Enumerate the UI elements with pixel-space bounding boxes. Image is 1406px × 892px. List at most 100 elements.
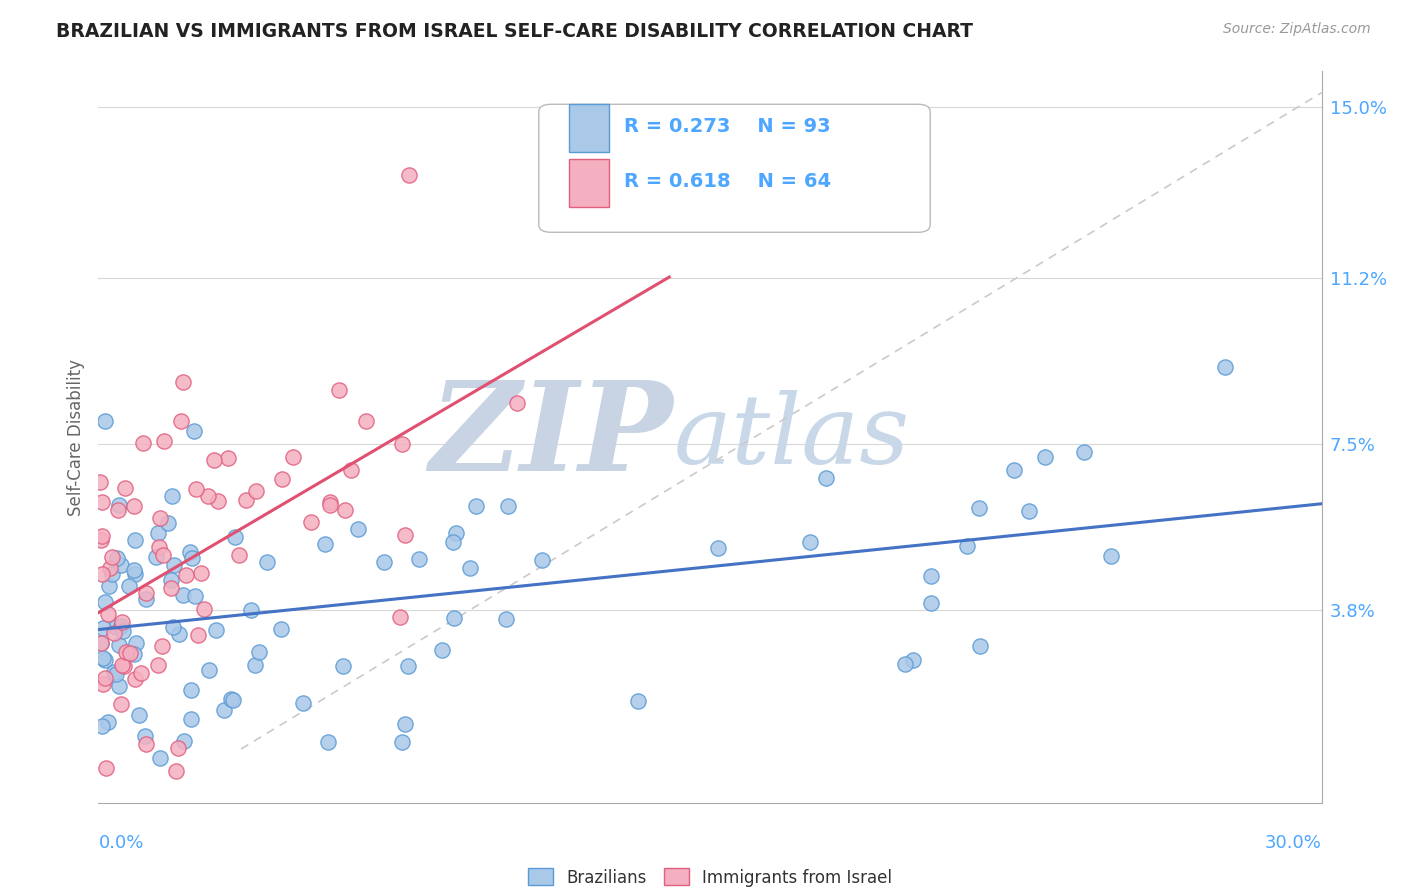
Point xyxy=(314,536,336,550)
Point xyxy=(124,567,146,582)
Point xyxy=(1018,504,1040,518)
Point xyxy=(333,503,356,517)
Point xyxy=(108,638,131,652)
Point xyxy=(1073,445,1095,459)
Point xyxy=(1002,463,1025,477)
Point xyxy=(224,530,246,544)
Text: R = 0.618    N = 64: R = 0.618 N = 64 xyxy=(624,171,831,191)
Point xyxy=(122,563,145,577)
Point xyxy=(531,552,554,566)
Text: R = 0.273    N = 93: R = 0.273 N = 93 xyxy=(624,117,831,136)
Point xyxy=(135,738,157,752)
Point xyxy=(219,691,242,706)
Point xyxy=(90,566,112,581)
Point xyxy=(172,588,194,602)
Point xyxy=(969,640,991,654)
Point xyxy=(235,492,257,507)
Point xyxy=(110,558,132,572)
FancyBboxPatch shape xyxy=(569,159,609,207)
Point xyxy=(391,437,413,451)
Point xyxy=(150,640,173,654)
Point xyxy=(160,582,183,596)
Point xyxy=(179,545,201,559)
Text: BRAZILIAN VS IMMIGRANTS FROM ISRAEL SELF-CARE DISABILITY CORRELATION CHART: BRAZILIAN VS IMMIGRANTS FROM ISRAEL SELF… xyxy=(56,22,973,41)
Point xyxy=(212,703,235,717)
Point xyxy=(149,511,172,525)
Point xyxy=(1033,450,1056,464)
Point xyxy=(90,529,112,543)
Point xyxy=(299,515,322,529)
Point xyxy=(956,539,979,553)
Point xyxy=(132,436,155,450)
Point xyxy=(184,589,207,603)
Point xyxy=(443,535,465,549)
Point xyxy=(124,500,146,514)
Point xyxy=(118,579,141,593)
Point xyxy=(115,645,138,659)
Point xyxy=(160,489,183,503)
Point xyxy=(920,569,942,583)
Point xyxy=(398,168,420,182)
Point xyxy=(173,734,195,748)
Point xyxy=(190,566,212,581)
Point xyxy=(108,679,131,693)
Point xyxy=(319,495,342,509)
Point xyxy=(408,551,430,566)
Point xyxy=(135,586,157,600)
Point xyxy=(165,764,187,779)
Point xyxy=(444,526,467,541)
Point xyxy=(176,567,198,582)
Point xyxy=(149,751,172,765)
Point xyxy=(163,558,186,573)
Point xyxy=(328,383,350,397)
Point xyxy=(228,548,250,562)
Point xyxy=(394,527,416,541)
Point xyxy=(91,650,114,665)
Point xyxy=(160,574,183,588)
Point xyxy=(97,607,120,622)
Point xyxy=(283,450,305,464)
Point xyxy=(245,658,267,673)
Point xyxy=(162,620,184,634)
Point xyxy=(394,716,416,731)
Text: Source: ZipAtlas.com: Source: ZipAtlas.com xyxy=(1223,22,1371,37)
Point xyxy=(172,376,194,390)
Text: atlas: atlas xyxy=(673,390,910,484)
Point xyxy=(170,414,193,428)
Point xyxy=(332,658,354,673)
Point xyxy=(111,624,134,638)
Point xyxy=(108,498,131,512)
Point xyxy=(319,498,342,512)
Point xyxy=(245,483,267,498)
Point xyxy=(129,666,152,681)
Legend: Brazilians, Immigrants from Israel: Brazilians, Immigrants from Israel xyxy=(522,862,898,892)
Point xyxy=(458,561,481,575)
Point xyxy=(97,579,120,593)
Point xyxy=(124,533,146,547)
Point xyxy=(256,555,278,569)
Point xyxy=(134,730,156,744)
Y-axis label: Self-Care Disability: Self-Care Disability xyxy=(66,359,84,516)
Point xyxy=(430,643,453,657)
Point xyxy=(707,541,730,555)
Point xyxy=(184,482,207,496)
Point xyxy=(157,516,180,531)
Point xyxy=(391,735,413,749)
Point xyxy=(894,657,917,671)
Point xyxy=(292,696,315,710)
Point xyxy=(205,624,228,638)
Point xyxy=(202,453,225,467)
Point xyxy=(146,526,169,541)
Point xyxy=(340,463,363,477)
Point xyxy=(112,658,135,673)
Point xyxy=(103,625,125,640)
Point xyxy=(93,653,115,667)
Point xyxy=(388,610,411,624)
Point xyxy=(247,645,270,659)
Point xyxy=(97,715,120,730)
Point xyxy=(187,628,209,642)
Point xyxy=(91,718,114,732)
FancyBboxPatch shape xyxy=(538,104,931,232)
Point xyxy=(396,658,419,673)
Point xyxy=(316,735,339,749)
